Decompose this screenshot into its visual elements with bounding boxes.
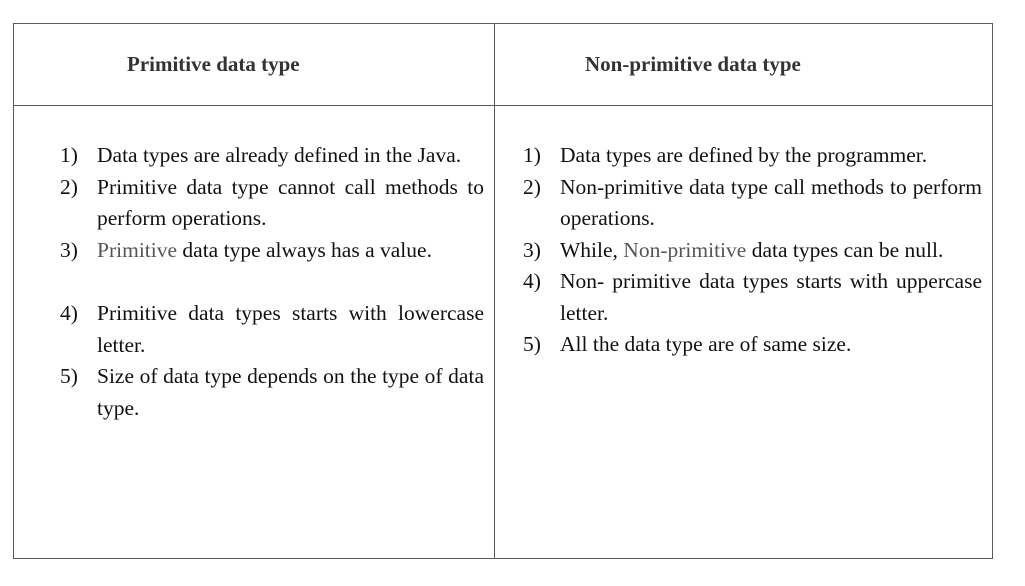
item-number: 3) (60, 237, 78, 262)
item-text: Primitive data type always has a value. (97, 235, 484, 267)
highlighted-term: Non-primitive (623, 237, 747, 262)
item-number: 5) (523, 332, 541, 356)
item-text: While, Non-primitive data types can be n… (560, 235, 982, 267)
item-number: 4) (60, 301, 78, 325)
item-text: Non- primitive data types starts with up… (560, 269, 982, 325)
item-number: 3) (523, 237, 541, 262)
item-number: 1) (523, 143, 541, 167)
list-item: 3) Primitive data type always has a valu… (60, 235, 484, 267)
item-number: 4) (523, 269, 541, 293)
comparison-table: Primitive data type Non-primitive data t… (13, 23, 993, 559)
list-item: 3) While, Non-primitive data types can b… (523, 235, 982, 267)
list-item: 4) Non- primitive data types starts with… (523, 266, 982, 329)
header-non-primitive-label: Non-primitive data type (585, 52, 801, 76)
item-text-rest: data type always has a value. (177, 237, 432, 262)
list-item: 2) Primitive data type cannot call metho… (60, 172, 484, 235)
item-number: 2) (60, 174, 78, 199)
header-primitive: Primitive data type (14, 24, 495, 106)
list-item: 1) Data types are defined by the program… (523, 140, 982, 172)
non-primitive-column: 1) Data types are defined by the program… (495, 106, 992, 558)
item-number: 1) (60, 143, 78, 167)
item-text-after: data types can be null. (746, 237, 944, 262)
list-item: 4) Primitive data types starts with lowe… (60, 298, 484, 361)
item-text: Data types are defined by the programmer… (560, 143, 928, 167)
item-text: Primitive data types starts with lowerca… (97, 301, 484, 357)
non-primitive-list: 1) Data types are defined by the program… (523, 140, 982, 361)
item-text: Non-primitive data type call methods to … (560, 174, 982, 231)
list-item: 2) Non-primitive data type call methods … (523, 172, 982, 235)
list-item: 1) Data types are already defined in the… (60, 140, 484, 172)
header-primitive-label: Primitive data type (127, 52, 300, 76)
list-item: 5) All the data type are of same size. (523, 329, 982, 361)
item-number: 2) (523, 174, 541, 199)
item-text-before: While, (560, 237, 624, 262)
highlighted-term: Primitive (97, 237, 178, 262)
item-text: Primitive data type cannot call methods … (97, 174, 484, 231)
header-non-primitive: Non-primitive data type (495, 24, 992, 106)
list-item: 5) Size of data type depends on the type… (60, 361, 484, 424)
item-text: Data types are already defined in the Ja… (97, 143, 462, 167)
primitive-list: 1) Data types are already defined in the… (60, 140, 484, 424)
item-text: All the data type are of same size. (560, 332, 852, 356)
item-number: 5) (60, 364, 78, 388)
item-text: Size of data type depends on the type of… (97, 364, 484, 420)
primitive-column: 1) Data types are already defined in the… (14, 106, 495, 558)
